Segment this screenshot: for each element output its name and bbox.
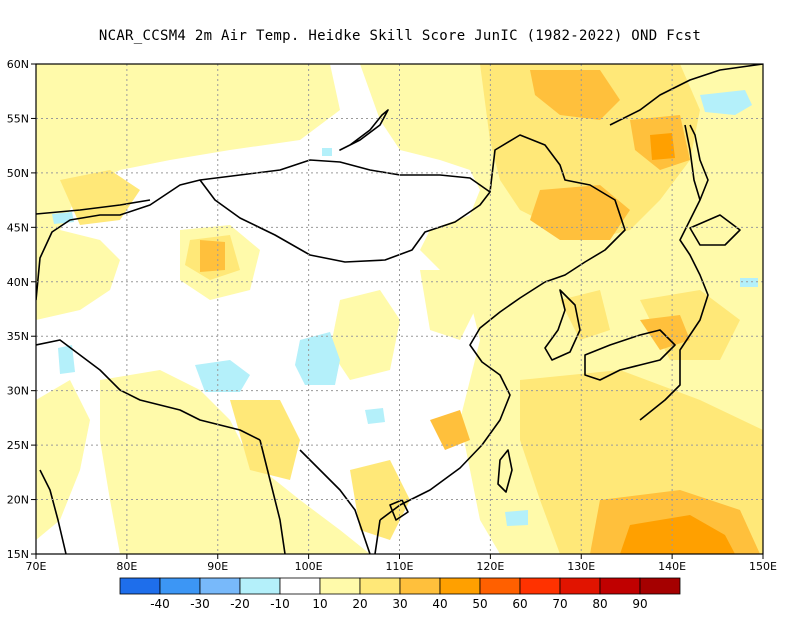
- mongolia-border: [199, 159, 491, 263]
- colorbar-bin: [119, 577, 161, 595]
- hainan: [389, 499, 409, 521]
- skill-40-50-regions: [620, 133, 735, 554]
- lat-tick-label: 50N: [7, 167, 29, 180]
- colorbar-bin: [479, 577, 521, 595]
- colorbar-label: 40: [432, 597, 447, 611]
- lat-tick-label: 20N: [7, 494, 29, 507]
- lon-tick-label: 70E: [26, 560, 47, 573]
- lat-tick-label: 55N: [7, 112, 29, 125]
- lat-tick-label: 45N: [7, 221, 29, 234]
- japan: [639, 124, 709, 421]
- colorbar-bin: [639, 577, 681, 595]
- colorbar-bin: [559, 577, 601, 595]
- colorbar-bin: [399, 577, 441, 595]
- hokkaido: [689, 214, 741, 246]
- colorbar-bin: [159, 577, 201, 595]
- indochina: [259, 439, 381, 554]
- lat-tick-label: 40N: [7, 276, 29, 289]
- lat-tick-label: 35N: [7, 330, 29, 343]
- lon-tick-label: 120E: [476, 560, 504, 573]
- colorbar-bin: [199, 577, 241, 595]
- map-axes: 70E 80E 90E 100E 110E 120E 130E 140E 150E 15N 20N 2…: [7, 58, 777, 573]
- colorbar-bin: [359, 577, 401, 595]
- lon-tick-label: 110E: [386, 560, 414, 573]
- colorbar-label: 30: [392, 597, 407, 611]
- lat-tick-label: 25N: [7, 439, 29, 452]
- lon-tick-label: 90E: [207, 560, 228, 573]
- colorbar-label: -20: [230, 597, 250, 611]
- colorbar-bin: [319, 577, 361, 595]
- skill-minus10-regions: [52, 90, 758, 526]
- lon-tick-label: 80E: [116, 560, 137, 573]
- india-border: [36, 339, 261, 441]
- korea: [544, 289, 581, 361]
- colorbar-label: 10: [312, 597, 327, 611]
- boundaries: [36, 64, 763, 554]
- lon-tick-label: 150E: [749, 560, 777, 573]
- lat-tick-label: 60N: [7, 58, 29, 71]
- china-east-coast: [379, 281, 546, 521]
- russia-coast: [609, 64, 763, 126]
- lon-tick-label: 140E: [658, 560, 686, 573]
- taiwan: [497, 449, 513, 493]
- russia-north: [36, 199, 151, 215]
- sakhalin: [684, 124, 701, 201]
- colorbar-label: 90: [632, 597, 647, 611]
- colorbar-label: -40: [150, 597, 170, 611]
- china-north-border: [489, 134, 626, 283]
- colorbar-bin: [519, 577, 561, 595]
- lake-baikal: [339, 109, 389, 151]
- gridlines: [36, 64, 763, 554]
- colorbar-bin: [439, 577, 481, 595]
- colorbar-label: 50: [472, 597, 487, 611]
- colorbar-label: 80: [592, 597, 607, 611]
- map-title: NCAR_CCSM4 2m Air Temp. Heidke Skill Sco…: [98, 28, 702, 44]
- lon-tick-label: 100E: [295, 560, 323, 573]
- colorbar-label: -30: [190, 597, 210, 611]
- lon-tick-label: 130E: [567, 560, 595, 573]
- colorbar-label: 60: [512, 597, 527, 611]
- colorbar-label: -10: [270, 597, 290, 611]
- japan-south: [584, 329, 676, 381]
- colorbar-label: 70: [552, 597, 567, 611]
- lat-tick-label: 30N: [7, 385, 29, 398]
- china-west-border: [36, 179, 201, 301]
- colorbar: -40 -30 -20 -10 10 20 30 40 50 60 70 80 90: [119, 577, 681, 611]
- colorbar-bin: [239, 577, 281, 595]
- india-west-coast: [39, 469, 67, 554]
- colorbar-bin: [279, 577, 321, 595]
- colorbar-label: 20: [352, 597, 367, 611]
- lat-tick-label: 15N: [7, 548, 29, 561]
- colorbar-bin: [599, 577, 641, 595]
